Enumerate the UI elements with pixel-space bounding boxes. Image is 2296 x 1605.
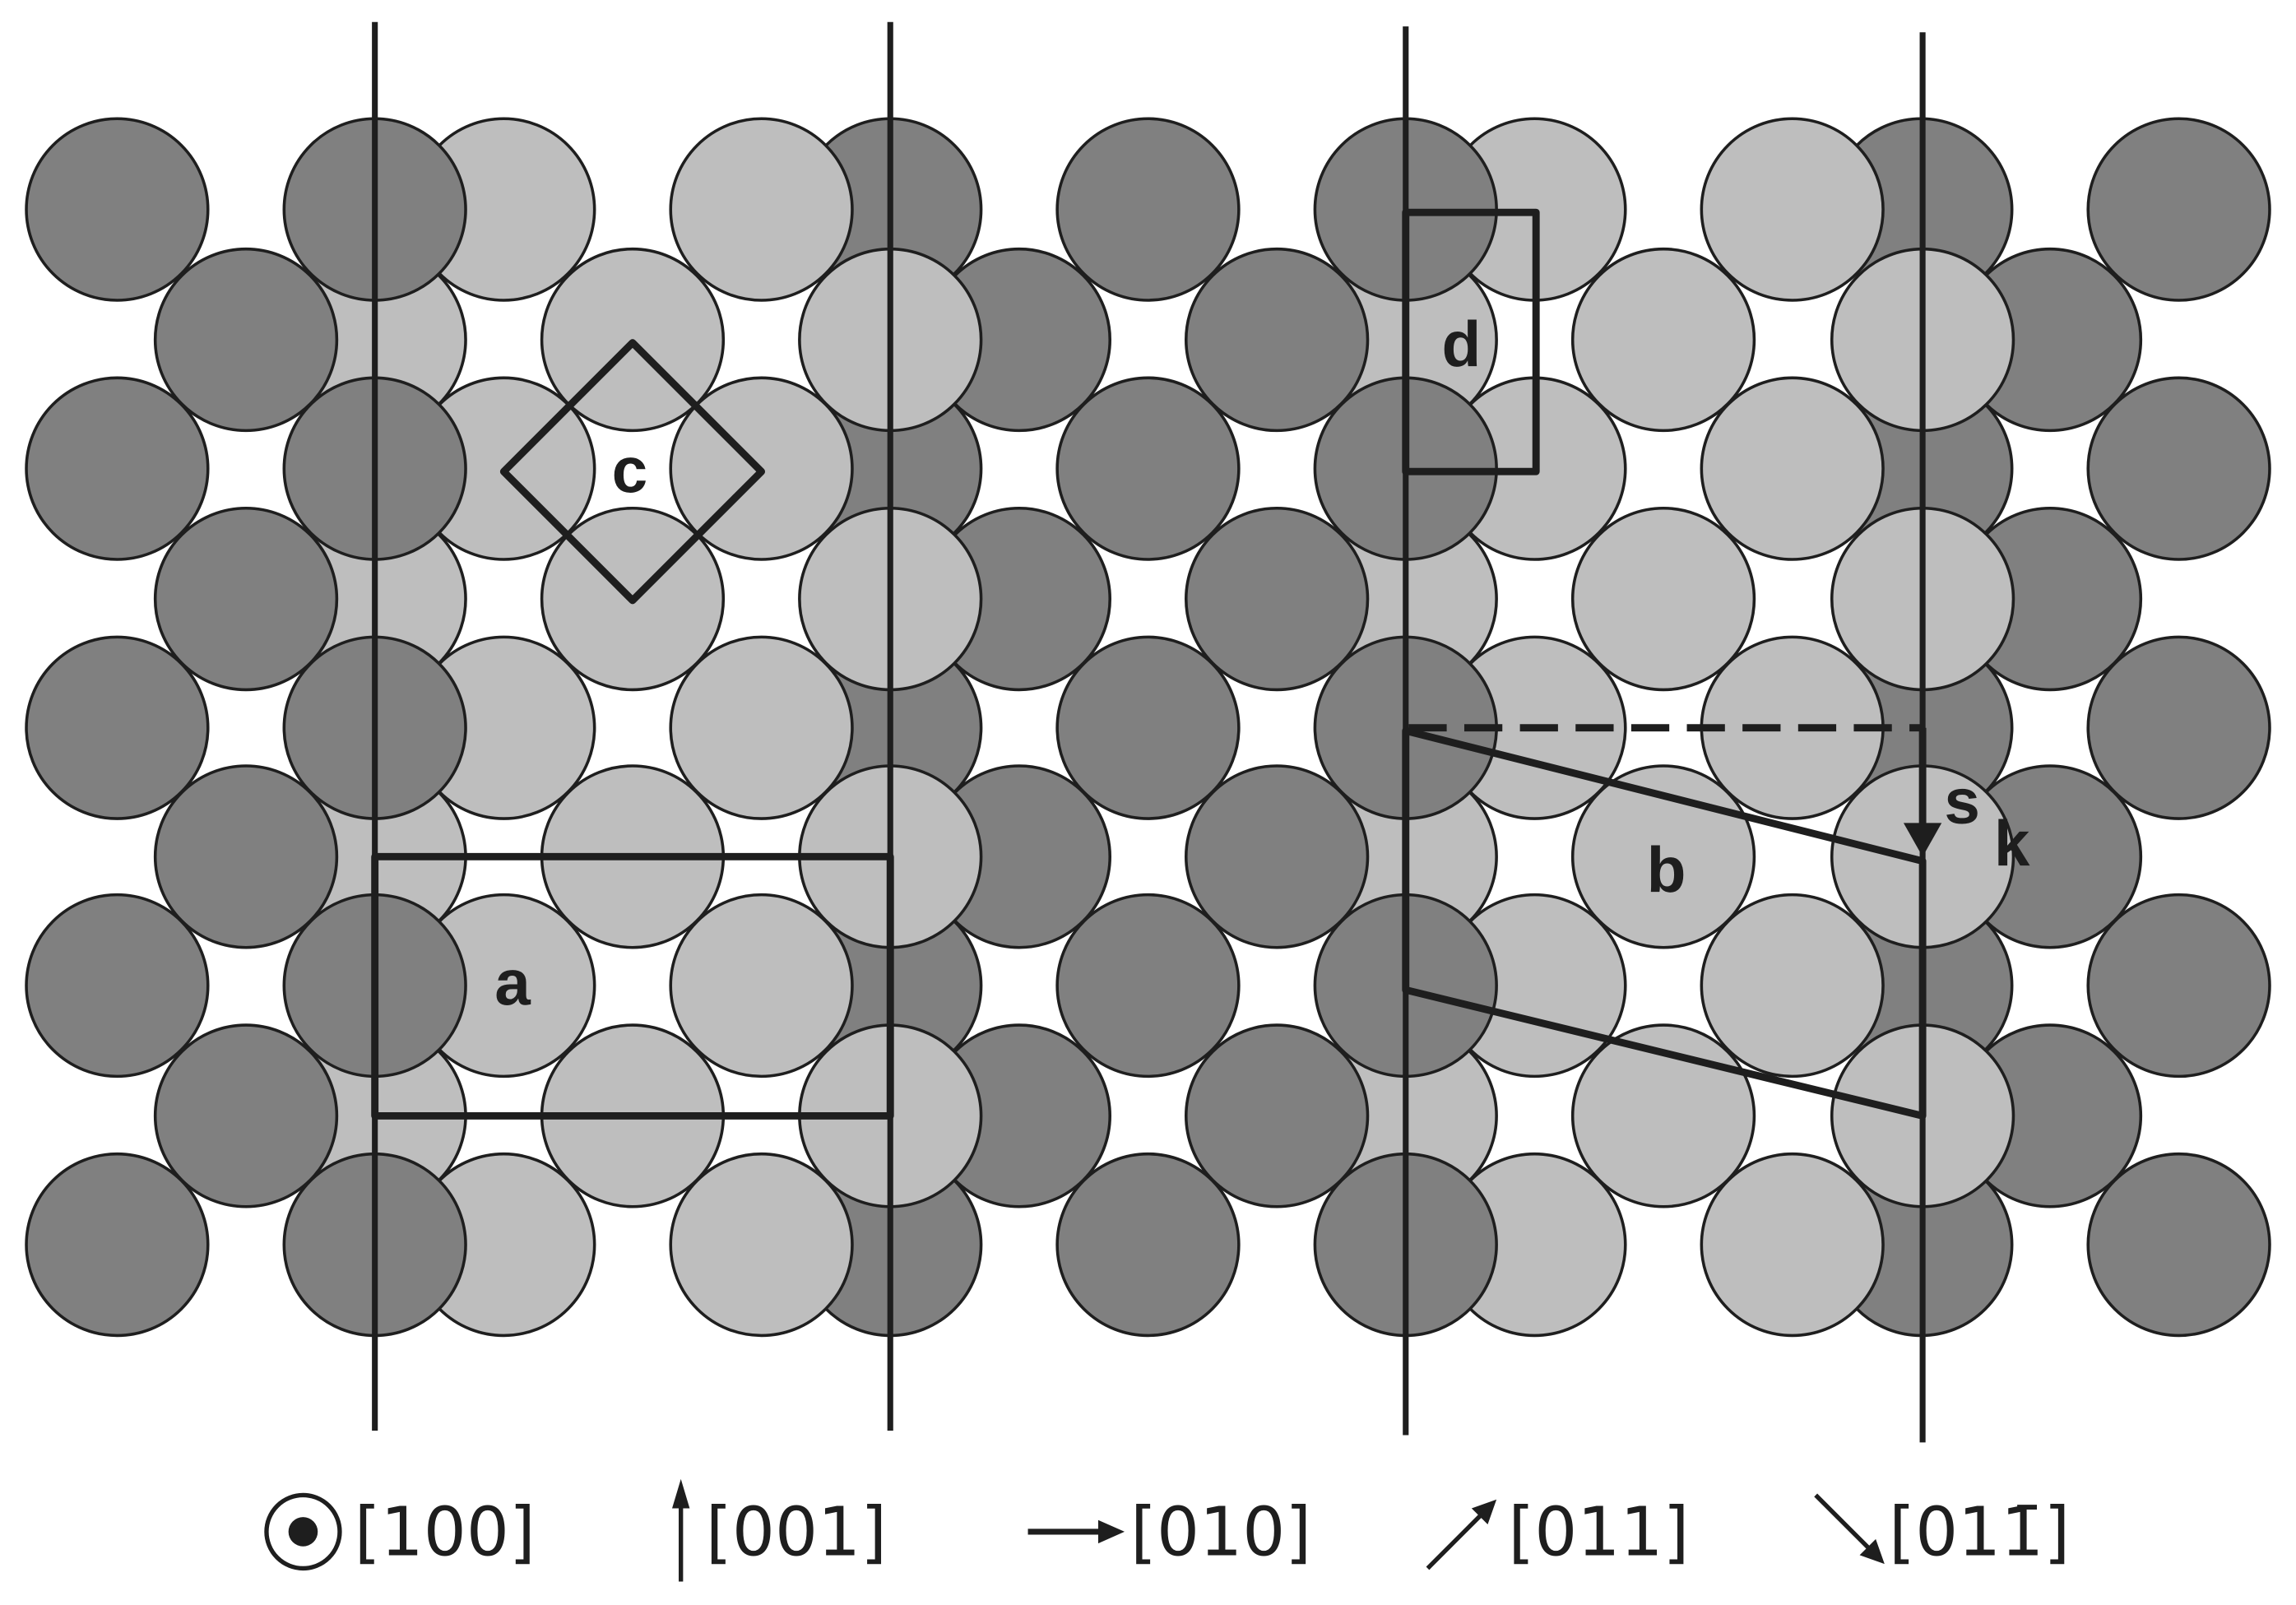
- label-a: a: [494, 946, 531, 1018]
- dark-atom: [1055, 635, 1241, 820]
- legend: [100] [001] [010] [011] [011̄]: [264, 1478, 2070, 1582]
- shift-arrowhead-icon: [1903, 823, 1942, 857]
- dark-atom: [153, 506, 339, 692]
- label-d: d: [1442, 308, 1482, 380]
- light-atom: [669, 1152, 854, 1338]
- dark-atom: [1055, 376, 1241, 561]
- legend-label: [001]: [706, 1493, 887, 1571]
- unit-cell-d: [1402, 208, 1540, 475]
- dark-atom: [1055, 893, 1241, 1079]
- arrow-up-right-icon: [1426, 1499, 1497, 1570]
- dark-atom: [25, 893, 210, 1079]
- label-k: k: [1994, 807, 2030, 879]
- light-atom: [1570, 247, 1756, 433]
- atom-layer: [25, 117, 2271, 1338]
- dark-atom: [153, 1023, 339, 1208]
- label-s: s: [1944, 764, 1980, 837]
- arrow-down-right-icon: [1814, 1493, 1885, 1565]
- label-c: c: [612, 434, 648, 506]
- arrow-up-icon: [672, 1478, 690, 1582]
- light-atom: [1570, 764, 1756, 949]
- light-atom: [669, 635, 854, 820]
- dark-atom: [2086, 376, 2271, 561]
- unit-cell-a: [371, 852, 894, 1120]
- light-atom: [1700, 1152, 1885, 1338]
- dark-atom: [1184, 506, 1370, 692]
- dark-atom: [2086, 893, 2271, 1079]
- light-atom: [669, 117, 854, 302]
- arrow-right-icon: [1027, 1519, 1125, 1544]
- light-atom: [1700, 893, 1885, 1079]
- label-b: b: [1647, 833, 1686, 906]
- dark-atom: [25, 376, 210, 561]
- light-atom: [1570, 1023, 1756, 1208]
- dark-atom: [153, 764, 339, 949]
- dark-atom: [153, 247, 339, 433]
- dark-atom: [2086, 1152, 2271, 1338]
- legend-label: [100]: [355, 1493, 536, 1571]
- dark-atom: [2086, 117, 2271, 302]
- legend-label: [011̄]: [1889, 1493, 2070, 1571]
- dark-atom: [1055, 1152, 1241, 1338]
- light-atom: [1570, 506, 1756, 692]
- dark-atom: [1184, 1023, 1370, 1208]
- light-atom: [1700, 376, 1885, 561]
- light-atom: [1700, 117, 1885, 302]
- dark-atom: [1055, 117, 1241, 302]
- unit-cell-c: [499, 339, 766, 605]
- legend-label: [010]: [1130, 1493, 1311, 1571]
- dark-atom: [1184, 247, 1370, 433]
- light-atom: [669, 893, 854, 1079]
- unit-cell-b: [1402, 726, 1927, 1120]
- dark-atom: [25, 635, 210, 820]
- dark-atom: [1184, 764, 1370, 949]
- dark-atom: [2086, 635, 2271, 820]
- out-of-plane-dot-icon: [264, 1492, 342, 1571]
- legend-label: [011]: [1508, 1493, 1689, 1571]
- dark-atom: [25, 1152, 210, 1338]
- dark-atom: [25, 117, 210, 302]
